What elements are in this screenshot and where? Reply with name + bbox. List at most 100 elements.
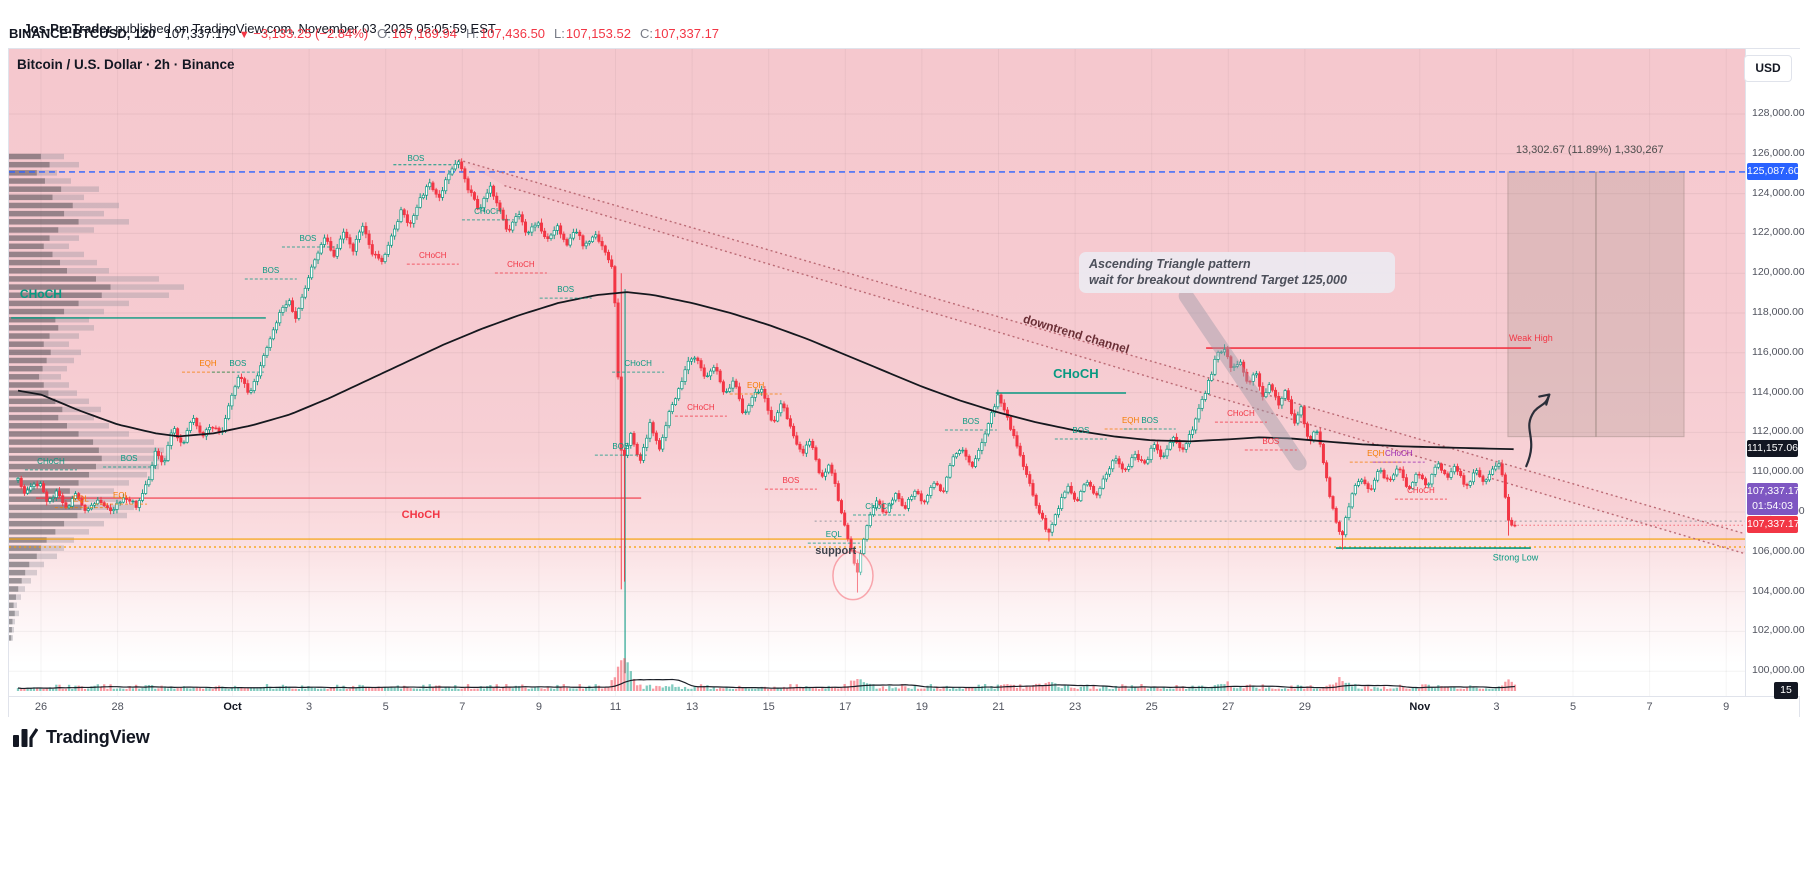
price-change: ▼ −3,133.25 (−2.84%) (239, 26, 368, 41)
callout-line-1: Ascending Triangle pattern (1089, 257, 1251, 271)
callout-line-2: wait for breakout downtrend Target 125,0… (1089, 273, 1347, 288)
drawn-lines[interactable] (9, 159, 1745, 674)
time-axis-label: 26 (34, 701, 48, 713)
price-axis-label: 106,000.00 (1752, 544, 1805, 557)
chart-container: 13,302.67 (11.89%) 1,330,267 CHoCH CHoCH BO… (8, 48, 1805, 718)
smc-label: CHoCH (474, 207, 502, 216)
price-axis-label: 122,000.00 (1752, 226, 1805, 239)
price-axis[interactable]: 128,000.00 126,000.00 124,000.00 122,000.00… (1745, 49, 1805, 699)
smc-label: EQH (1122, 416, 1140, 425)
smc-label: BOS (612, 442, 629, 451)
smc-label: CHoCH (402, 509, 441, 521)
chart-title: Bitcoin / U.S. Dollar · 2h · Binance (17, 57, 235, 72)
symbol-name[interactable]: BINANCE:BTCUSD, 120 (9, 26, 156, 41)
smc-label: CHoCH (1053, 366, 1099, 381)
publish-text: published on TradingView.com, November 0… (111, 21, 496, 36)
price-axis-label: 116,000.00 (1752, 345, 1804, 358)
long-position-tool[interactable]: 13,302.67 (11.89%) 1,330,267 (1507, 144, 1685, 438)
time-axis-label: 9 (1723, 701, 1730, 713)
ma-line (17, 291, 1514, 451)
symbol-info-line: BINANCE:BTCUSD, 120 107,337.17 ▼ −3,133.… (9, 26, 719, 41)
price-badge[interactable]: 111,157.06 (1747, 440, 1798, 458)
price-axis-label: 112,000.00 (1752, 425, 1804, 438)
price-axis-label: 104,000.00 (1752, 584, 1805, 597)
time-axis-label: 11 (609, 701, 622, 713)
smc-label: CHoCH (1385, 449, 1413, 458)
smc-label: BOS (262, 266, 279, 275)
smc-label: CHoCH (1227, 409, 1255, 418)
down-arrow-icon: ▼ (238, 29, 250, 41)
long-tool-label: 13,302.67 (11.89%) 1,330,267 (1516, 144, 1664, 156)
volume-bars (16, 658, 1517, 691)
callout-tail[interactable] (1178, 288, 1307, 471)
tradingview-logo-icon[interactable] (12, 724, 38, 750)
smc-label: BOS (229, 359, 246, 368)
time-axis-label: Nov (1409, 701, 1431, 713)
annotation-callout[interactable]: Ascending Triangle pattern wait for brea… (1079, 252, 1395, 293)
smc-label: BOS (408, 154, 425, 163)
time-axis-label: 23 (1068, 701, 1082, 713)
time-axis[interactable]: 26 28 Oct 3 5 7 9 11 13 15 17 19 21 23 25 27 29 Nov 3 5 7 9 (9, 696, 1799, 718)
change-value: −3,133.25 (−2.84%) (253, 26, 369, 41)
smc-label: CHoCH (865, 502, 893, 511)
price-axis-label: 118,000.00 (1752, 306, 1804, 318)
smc-label: BOS (1072, 426, 1089, 435)
smc-label: CHoCH (37, 457, 65, 466)
price-axis-label: 100,000.00 (1752, 664, 1805, 677)
time-axis-label: 25 (1145, 701, 1158, 713)
smc-label: BOS (557, 285, 574, 294)
smc-label: EQL (113, 491, 130, 500)
smc-label: CHoCH (687, 403, 715, 412)
time-axis-label: 21 (992, 701, 1005, 713)
time-axis-label: 15 (762, 701, 775, 713)
downtrend-channel-fill[interactable] (458, 159, 1745, 554)
price-badge[interactable]: 15 (1774, 682, 1798, 699)
price-badge[interactable]: 125,087.60 (1747, 162, 1800, 180)
smc-label: BOS (299, 234, 316, 243)
price-badge[interactable]: 107,337.17 01:54:03 (1747, 483, 1800, 516)
price-axis-label: 110,000.00 (1752, 465, 1804, 478)
publish-info: Jos-ProTrader published on TradingView.c… (9, 6, 496, 51)
close-value: C: 107,337.17 (639, 26, 720, 41)
smc-label: EQL (73, 495, 90, 504)
support-highlight-ellipse[interactable] (832, 550, 874, 601)
time-axis-label: 19 (915, 701, 929, 713)
smc-label: EQH (1367, 449, 1385, 458)
smc-label: support (815, 545, 856, 557)
smc-label: BOS (1262, 437, 1279, 446)
smc-label: Strong Low (1493, 553, 1539, 563)
smc-label: CHoCH (507, 260, 535, 269)
currency-toggle-button[interactable]: USD (1744, 55, 1792, 82)
time-axis-label: 7 (1646, 701, 1653, 713)
chart-plot[interactable]: 13,302.67 (11.89%) 1,330,267 CHoCH CHoCH BO… (9, 49, 1745, 696)
price-axis-label: 114,000.00 (1752, 385, 1804, 398)
high-value: H: 107,436.50 (465, 26, 546, 41)
price-axis-label: 102,000.00 (1752, 624, 1805, 637)
time-axis-label: 27 (1222, 701, 1235, 713)
time-axis-label: 13 (685, 701, 699, 713)
smc-label: CHoCH (624, 359, 652, 368)
breakout-arrow[interactable] (1525, 393, 1551, 468)
brand-name[interactable]: TradingView (46, 726, 150, 747)
smc-label: BOS (962, 417, 979, 426)
smc-label: EQH (747, 381, 765, 390)
low-value: L: 107,153.52 (554, 26, 631, 41)
time-axis-label: 17 (839, 701, 852, 713)
price-badge[interactable]: 107,337.17 (1747, 516, 1800, 534)
time-axis-label: 9 (535, 701, 542, 713)
volume-profile (9, 153, 184, 641)
smc-label: EQH (199, 359, 217, 368)
time-axis-label: 5 (382, 701, 389, 713)
chart-canvas[interactable]: 13,302.67 (11.89%) 1,330,267 CHoCH CHoCH BO… (9, 49, 1745, 696)
time-axis-label: 7 (459, 701, 466, 713)
last-price: 107,337.17 (164, 26, 230, 41)
smc-label: CHoCH (1407, 486, 1435, 495)
footer: TradingView (12, 724, 150, 750)
price-axis-label: 120,000.00 (1752, 266, 1805, 279)
author-name: Jos-ProTrader (23, 21, 112, 36)
time-axis-label: 3 (306, 701, 313, 713)
price-axis-label: 126,000.00 (1752, 146, 1805, 159)
open-value: O: 107,169.94 (377, 26, 457, 41)
smc-label: Weak High (1509, 333, 1553, 343)
